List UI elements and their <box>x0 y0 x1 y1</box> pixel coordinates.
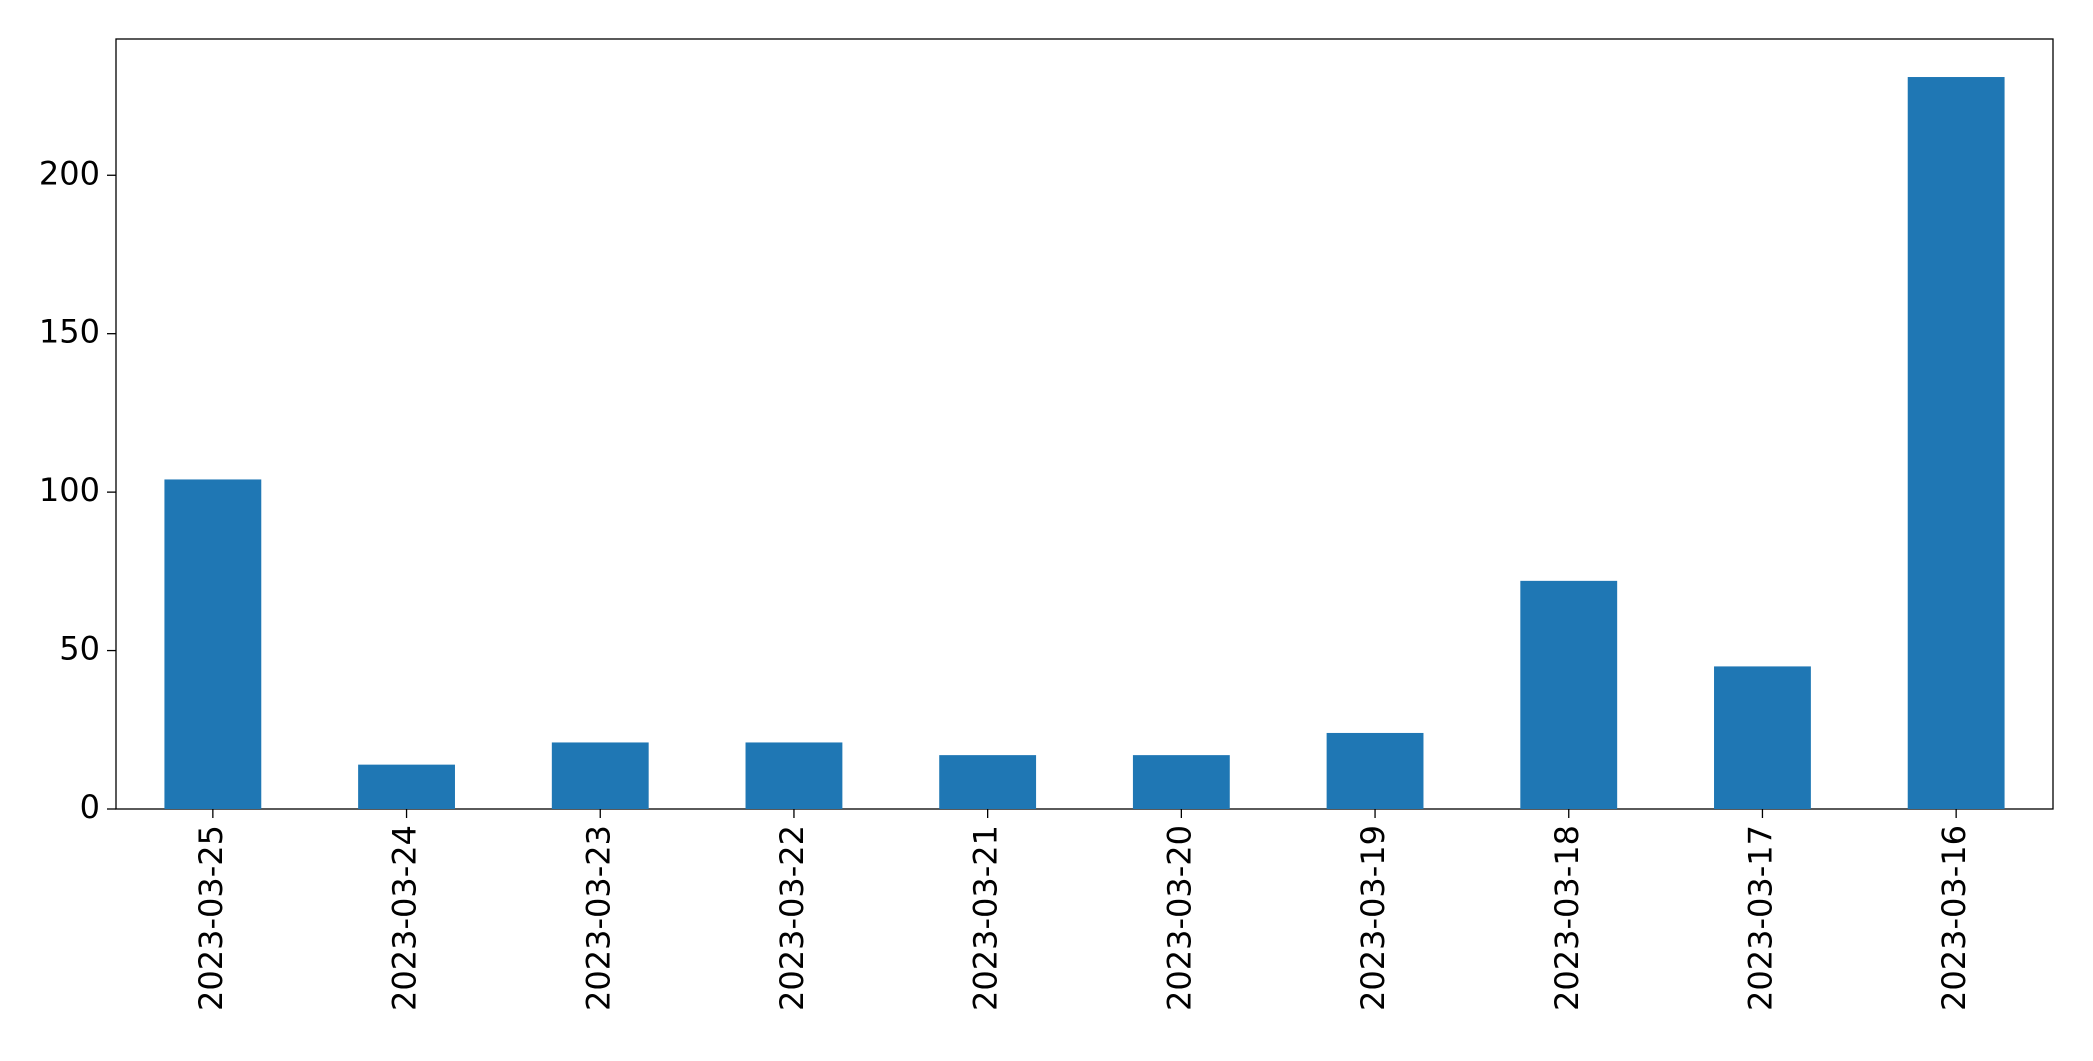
x-tick-label: 2023-03-20 <box>1160 825 1198 1011</box>
x-tick-label: 2023-03-23 <box>579 825 617 1011</box>
bar <box>1907 77 2005 810</box>
bar <box>164 479 262 809</box>
bar <box>1326 732 1424 809</box>
bar <box>1520 580 1618 809</box>
x-tick-label: 2023-03-17 <box>1741 825 1779 1011</box>
x-tick-label: 2023-03-22 <box>773 825 811 1011</box>
x-tick-label: 2023-03-18 <box>1548 825 1586 1011</box>
bar <box>939 755 1037 809</box>
x-tick-label: 2023-03-21 <box>967 825 1005 1011</box>
bar <box>358 764 455 809</box>
bar <box>745 742 843 809</box>
x-tick-label: 2023-03-25 <box>192 825 230 1011</box>
bar <box>551 742 649 809</box>
x-tick-label: 2023-03-19 <box>1354 825 1392 1011</box>
x-tick-label: 2023-03-16 <box>1935 825 1973 1011</box>
x-tick-label: 2023-03-24 <box>386 825 424 1011</box>
y-tick-label: 150 <box>39 313 100 351</box>
axes-frame <box>115 38 2054 810</box>
y-tick-label: 0 <box>80 788 100 826</box>
y-tick-label: 50 <box>59 630 100 668</box>
bar <box>1132 755 1230 809</box>
y-tick-label: 100 <box>39 471 100 509</box>
y-tick-label: 200 <box>39 154 100 192</box>
bar <box>1714 666 1811 809</box>
